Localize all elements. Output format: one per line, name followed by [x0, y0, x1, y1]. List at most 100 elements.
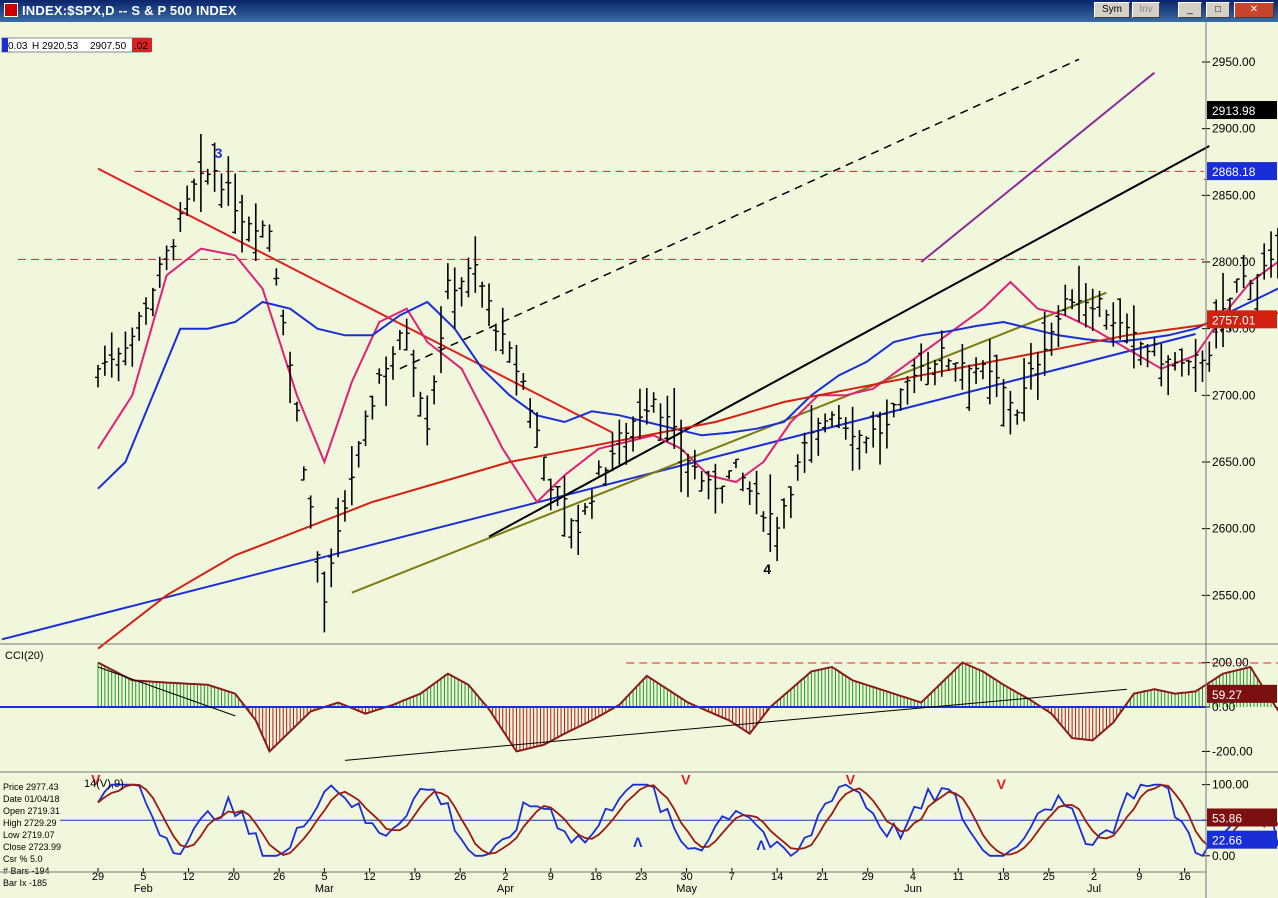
- stoch-value-text: 53.86: [1212, 811, 1242, 825]
- x-tick-label: 9: [1136, 871, 1142, 883]
- price-ytick-label: 2600.00: [1212, 522, 1256, 536]
- x-tick-label: 19: [409, 871, 421, 883]
- x-month-label: Feb: [134, 883, 153, 895]
- price-value-text: 2757.01: [1212, 313, 1256, 327]
- x-tick-label: 26: [273, 871, 285, 883]
- maximize-button[interactable]: □: [1206, 2, 1230, 18]
- stoch-annotation: Λ: [633, 834, 643, 850]
- ohlc-high-value: 2920.53: [42, 41, 79, 52]
- stoch-value-text: 22.66: [1212, 834, 1242, 848]
- price-annotation: 4: [763, 561, 771, 577]
- info-box-bg: [0, 778, 60, 898]
- upper-channel-line: [399, 58, 1080, 370]
- cci-line: [97, 661, 1278, 754]
- x-tick-label: 14: [771, 871, 783, 883]
- stoch-d-line: [97, 783, 1278, 856]
- info-box-line: Price 2977.43: [3, 782, 59, 792]
- plot-background: [0, 22, 1206, 898]
- ohlc-change-bg: [132, 38, 152, 52]
- x-tick-label: 25: [1043, 871, 1055, 883]
- x-tick-label: 29: [92, 871, 104, 883]
- price-value-text: 2913.98: [1212, 104, 1256, 118]
- x-axis: 29 5 12 20 26 5 12 19 26 2 9 16 23 30 7 14 21 29 4 11 18 25 2 9…: [92, 868, 1191, 895]
- price-value-tag: [1207, 101, 1277, 120]
- ohlc-left-value: 0.03: [8, 41, 28, 52]
- cci-title: CCI(20): [5, 650, 44, 662]
- info-box-line: Close 2723.99: [3, 842, 61, 852]
- minimize-button[interactable]: _: [1178, 2, 1202, 18]
- red-downtrend: [97, 167, 613, 434]
- x-month-label: Jul: [1087, 883, 1101, 895]
- info-box: Price 2977.43 Date 01/04/18 Open 2719.31 Hi…: [0, 778, 61, 898]
- x-tick-label: 5: [321, 871, 327, 883]
- cci-trendline: [97, 666, 236, 717]
- stoch-header: 14(V),9): [84, 778, 124, 790]
- ohlc-strip: 0.03 H 2920.53 2907.50 .02: [1, 37, 152, 53]
- info-box-line: # Bars -194: [3, 866, 50, 876]
- x-tick-label: 20: [228, 871, 240, 883]
- x-month-label: Jun: [904, 883, 922, 895]
- inv-button[interactable]: Inv: [1132, 2, 1160, 18]
- chart-area[interactable]: 2550.00 2600.00 2650.00 2700.00 2 7 5 0.00 2800.…: [0, 22, 1278, 898]
- price-panel: 2550.002600.002650.002700.002750.002800.…: [1, 55, 1278, 650]
- x-tick-label: 23: [635, 871, 647, 883]
- x-tick-label: 7: [729, 871, 735, 883]
- x-tick-label: 12: [182, 871, 194, 883]
- x-tick-label: 26: [454, 871, 466, 883]
- olive-trendline: [351, 291, 1107, 594]
- x-month-label: Apr: [497, 883, 514, 895]
- cci-ytick-label: -200.00: [1212, 744, 1253, 758]
- info-box-line: Open 2719.31: [3, 806, 60, 816]
- price-annotation: 3: [215, 145, 223, 161]
- x-month-label: May: [676, 883, 697, 895]
- cci-value-text: 59.27: [1212, 688, 1242, 702]
- x-tick-label: 30: [680, 871, 692, 883]
- stoch-annotation: V: [681, 772, 691, 788]
- price-ytick-label: 2650.00: [1212, 455, 1256, 469]
- black-trendline: [488, 145, 1210, 538]
- info-box-line: High 2729.29: [3, 818, 57, 828]
- x-tick-label: 29: [862, 871, 874, 883]
- sym-button[interactable]: Sym: [1094, 2, 1130, 18]
- stoch-ytick-label: 100.00: [1212, 778, 1249, 792]
- ohlc-strip-marker: [2, 38, 8, 52]
- app-icon: [4, 3, 18, 17]
- title-bar: INDEX:$SPX,D -- S & P 500 INDEX Sym Inv …: [0, 0, 1278, 22]
- x-tick-label: 12: [364, 871, 376, 883]
- price-ytick-label: 2550.00: [1212, 588, 1256, 602]
- x-tick-label: 16: [1178, 871, 1190, 883]
- price-ytick-label: 2800.00: [1212, 255, 1256, 269]
- x-tick-label: 2: [502, 871, 508, 883]
- window-title: INDEX:$SPX,D -- S & P 500 INDEX: [22, 3, 237, 18]
- x-month-label: Mar: [315, 883, 334, 895]
- stoch-k-line: [97, 783, 1278, 858]
- price-value-tag: [1207, 162, 1277, 181]
- ma-line-200-dma: [97, 312, 1278, 650]
- info-box-line: Date 01/04/18: [3, 794, 60, 804]
- close-button[interactable]: ✕: [1234, 2, 1274, 18]
- info-box-line: Low 2719.07: [3, 830, 55, 840]
- x-tick-label: 5: [140, 871, 146, 883]
- price-value-tag: [1207, 310, 1277, 329]
- ma-line-fast: [97, 247, 1278, 504]
- info-box-line: Csr % 5.0: [3, 854, 43, 864]
- price-ytick-label: 2900.00: [1212, 122, 1256, 136]
- stoch-annotation: Λ: [757, 837, 767, 853]
- ohlc-low-value: 2907.50: [90, 41, 127, 52]
- stoch-annotation: V: [997, 776, 1007, 792]
- stoch-annotation: V: [846, 772, 856, 788]
- price-ytick-label: 2850.00: [1212, 188, 1256, 202]
- x-tick-label: 18: [997, 871, 1009, 883]
- x-tick-label: 21: [816, 871, 828, 883]
- price-ytick-label: 2950.00: [1212, 55, 1256, 69]
- x-tick-label: 16: [590, 871, 602, 883]
- price-ytick-label: 2700.00: [1212, 388, 1256, 402]
- x-tick-label: 2: [1091, 871, 1097, 883]
- x-tick-label: 11: [953, 871, 964, 883]
- ma-line-mid: [97, 287, 1278, 490]
- stoch-value-tag: [1207, 830, 1277, 849]
- price-value-text: 2868.18: [1212, 165, 1256, 179]
- info-box-line: Bar Ix -185: [3, 878, 47, 888]
- ohlc-high-label: H: [32, 41, 39, 52]
